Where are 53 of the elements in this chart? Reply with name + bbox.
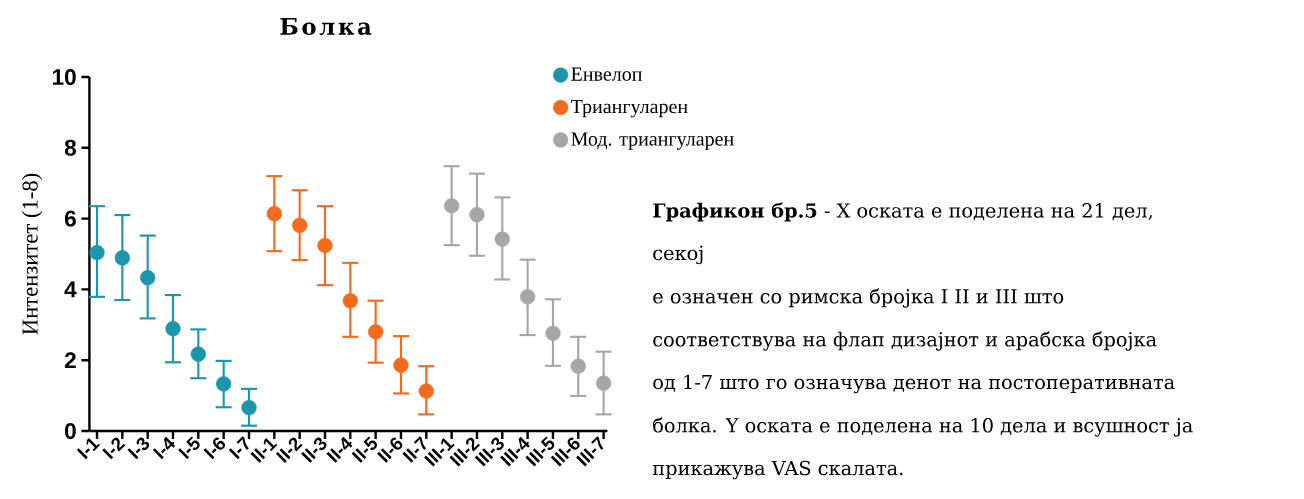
point xyxy=(570,358,586,374)
text: од 1-7 што го означува денот на постоперативната xyxy=(653,374,1175,394)
x-tick-label: II-5 xyxy=(351,436,377,463)
x-tick-label: I-5 xyxy=(178,436,200,460)
x-tick-label: I-3 xyxy=(127,437,150,460)
legend-label: Триангуларен xyxy=(570,99,688,118)
point xyxy=(266,206,282,222)
y-tick-label: 8 xyxy=(64,139,77,156)
point xyxy=(444,198,460,214)
point xyxy=(520,289,536,305)
point xyxy=(317,237,333,254)
point xyxy=(545,325,561,341)
legend-label: Енвелоп xyxy=(571,67,642,81)
x-tick-label: II-7 xyxy=(402,436,427,463)
y-tick-label: 0 xyxy=(65,422,76,440)
point xyxy=(89,244,105,261)
point xyxy=(292,217,308,233)
text: е означен со римска бројка I II и III што xyxy=(653,288,1064,308)
x-tick-label: I-1 xyxy=(76,438,101,460)
y-tick-label: 10 xyxy=(52,68,76,86)
text: соответствува на флап дизајнот и арабска бројка xyxy=(653,331,1157,351)
x-tick-label: II-2 xyxy=(275,437,303,463)
point xyxy=(393,357,409,373)
x-tick-label: I-6 xyxy=(203,437,226,460)
point xyxy=(596,375,612,391)
point xyxy=(241,400,257,416)
point xyxy=(165,321,181,337)
legend-label: Мод. триангуларен xyxy=(571,132,734,150)
point xyxy=(216,376,232,392)
point xyxy=(140,270,156,286)
x-tick-label: II-3 xyxy=(301,437,327,463)
text: болка. Y оската е поделена на 10 дела и всушност ја xyxy=(653,417,1193,437)
point xyxy=(342,293,358,309)
point xyxy=(114,250,130,266)
x-tick-label: II-4 xyxy=(326,436,353,463)
y-tick-label: 4 xyxy=(64,281,77,298)
text: прикажува VAS скалата. xyxy=(652,460,903,480)
text: секој xyxy=(653,245,703,265)
point xyxy=(469,207,485,223)
x-tick-label: II-1 xyxy=(250,438,278,463)
point xyxy=(368,324,384,340)
y-tick-label: 6 xyxy=(64,210,76,227)
text: Графикон бр.5 - X оската е поделена на 21 дел, xyxy=(653,202,1152,222)
x-tick-label: I-2 xyxy=(102,437,126,460)
point xyxy=(494,231,510,247)
x-tick-label: I-4 xyxy=(152,436,176,460)
point xyxy=(190,346,206,362)
y-tick-label: 2 xyxy=(64,352,76,369)
x-tick-label: II-6 xyxy=(377,437,403,463)
point xyxy=(418,383,434,399)
x-tick-label: I-7 xyxy=(228,436,249,460)
y-axis-title: Интензитет (1-8) xyxy=(21,173,43,335)
chart-title: Болка xyxy=(280,18,372,35)
